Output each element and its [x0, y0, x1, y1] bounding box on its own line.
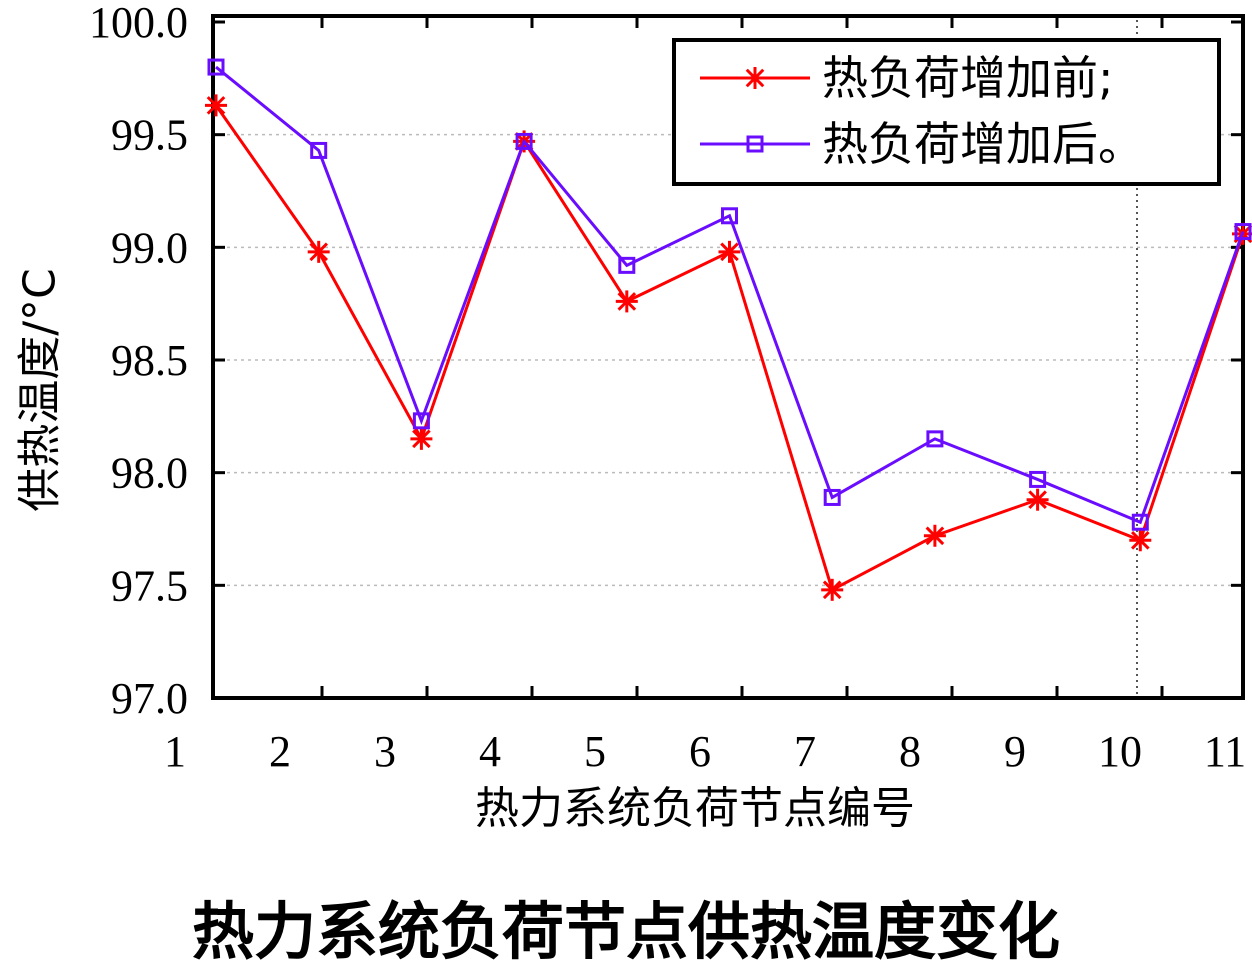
legend-item: 热负荷增加后。 — [700, 117, 1144, 171]
data-point — [718, 240, 741, 263]
square-marker — [746, 135, 764, 153]
x-tick-label: 2 — [269, 727, 291, 776]
data-point — [205, 94, 227, 117]
square-marker — [1029, 470, 1047, 488]
data-point — [618, 256, 636, 274]
data-point — [207, 58, 225, 76]
data-point — [721, 207, 738, 225]
x-axis-label: 热力系统负荷节点编号 — [475, 783, 915, 834]
square-marker — [515, 132, 533, 150]
y-tick-label: 98.5 — [111, 336, 188, 385]
asterisk-marker-stroke — [720, 242, 739, 262]
legend-label: 热负荷增加后。 — [822, 117, 1144, 171]
data-point — [1029, 470, 1047, 488]
x-tick-label: 1 — [164, 727, 186, 776]
data-point — [1129, 529, 1152, 552]
legend-item: 热负荷增加前; — [700, 51, 1114, 105]
y-tick-label: 97.5 — [111, 561, 188, 610]
data-point — [1131, 513, 1149, 531]
square-marker — [207, 58, 225, 76]
square-marker — [1131, 513, 1149, 531]
series-2 — [207, 58, 1252, 531]
data-point — [515, 132, 533, 150]
square-marker — [412, 412, 430, 430]
series-layer — [205, 58, 1252, 601]
asterisk-marker-stroke — [1028, 490, 1047, 510]
y-tick-label: 99.5 — [111, 111, 188, 160]
y-tick-label: 100.0 — [89, 0, 188, 47]
y-tick-label: 99.0 — [111, 223, 188, 272]
data-point — [410, 427, 433, 450]
asterisk-marker-stroke — [745, 68, 765, 88]
legend: 热负荷增加前; 热负荷增加后。 — [672, 38, 1221, 186]
data-point — [412, 412, 430, 430]
data-point — [926, 430, 944, 448]
plot-area-frame — [211, 14, 1245, 700]
asterisk-marker-stroke — [617, 292, 637, 311]
series-line — [215, 65, 1245, 525]
x-tick-label: 5 — [584, 727, 606, 776]
y-tick-label: 98.0 — [111, 449, 188, 498]
grid-lines — [213, 133, 1243, 587]
data-point — [615, 290, 638, 313]
square-marker — [721, 207, 738, 225]
asterisk-marker-stroke — [206, 96, 226, 115]
y-tick-label: 97.0 — [111, 674, 188, 723]
x-tick-label: 10 — [1098, 727, 1142, 776]
asterisk-marker-stroke — [412, 429, 431, 449]
square-marker — [823, 488, 841, 506]
data-point — [821, 578, 844, 601]
asterisk-marker-stroke — [1130, 530, 1150, 550]
x-tick-label: 11 — [1204, 727, 1246, 776]
legend-label: 热负荷增加前; — [822, 51, 1114, 105]
data-point — [1234, 223, 1252, 241]
data-point — [1026, 488, 1049, 511]
x-tick-label: 3 — [374, 727, 396, 776]
square-marker — [618, 256, 636, 274]
x-tick-label: 8 — [899, 727, 921, 776]
x-tick-label: 7 — [794, 727, 816, 776]
data-point — [823, 488, 841, 506]
asterisk-marker-stroke — [309, 242, 329, 262]
axis-ticks: 97.0 97.5 98.0 98.5 99.0 99.5 100.0 1 2 3 4 5 6 7 8 9 10… — [89, 0, 1246, 776]
data-point — [923, 524, 946, 547]
square-marker — [310, 141, 328, 159]
asterisk-marker-stroke — [925, 526, 945, 546]
data-point — [310, 141, 328, 159]
legend-box — [672, 38, 1221, 186]
square-marker — [926, 430, 944, 448]
asterisk-marker-stroke — [822, 580, 842, 600]
x-tick-label: 9 — [1004, 727, 1026, 776]
chart-title: 热力系统负荷节点供热温度变化 — [192, 895, 1060, 968]
x-tick-label: 6 — [689, 727, 711, 776]
x-tick-label: 4 — [479, 727, 501, 776]
legend-items: 热负荷增加前; 热负荷增加后。 — [700, 51, 1144, 171]
y-axis-label: 供热温度/°C — [15, 268, 66, 512]
square-marker — [1234, 223, 1252, 241]
data-point — [307, 240, 330, 263]
